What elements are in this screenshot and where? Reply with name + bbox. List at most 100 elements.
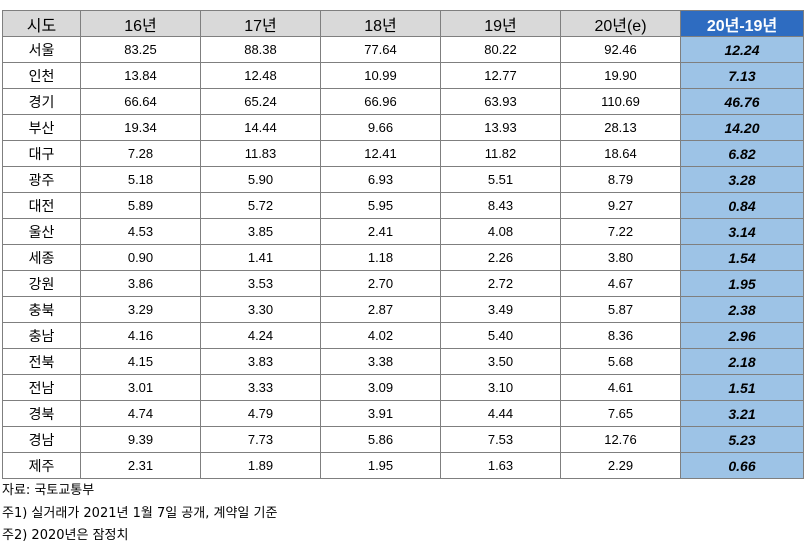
- value-cell: 2.72: [440, 270, 561, 297]
- value-cell: 4.61: [560, 374, 681, 401]
- value-cell: 8.79: [560, 166, 681, 193]
- value-cell: 14.44: [200, 114, 321, 141]
- value-cell: 7.73: [200, 426, 321, 453]
- value-cell: 1.51: [680, 374, 804, 401]
- header-cell: 20년(e): [560, 10, 681, 37]
- value-cell: 2.18: [680, 348, 804, 375]
- value-cell: 28.13: [560, 114, 681, 141]
- value-cell: 3.10: [440, 374, 561, 401]
- region-cell: 충북: [2, 296, 81, 323]
- value-cell: 92.46: [560, 36, 681, 63]
- value-cell: 2.29: [560, 452, 681, 479]
- value-cell: 3.21: [680, 400, 804, 427]
- value-cell: 5.86: [320, 426, 441, 453]
- header-cell: 17년: [200, 10, 321, 37]
- value-cell: 1.95: [320, 452, 441, 479]
- value-cell: 0.90: [80, 244, 201, 271]
- value-cell: 4.53: [80, 218, 201, 245]
- value-cell: 5.68: [560, 348, 681, 375]
- value-cell: 4.79: [200, 400, 321, 427]
- header-cell: 18년: [320, 10, 441, 37]
- header-cell: 19년: [440, 10, 561, 37]
- region-cell: 충남: [2, 322, 81, 349]
- value-cell: 7.13: [680, 62, 804, 89]
- region-cell: 광주: [2, 166, 81, 193]
- value-cell: 2.31: [80, 452, 201, 479]
- value-cell: 3.09: [320, 374, 441, 401]
- region-cell: 경남: [2, 426, 81, 453]
- value-cell: 1.18: [320, 244, 441, 271]
- value-cell: 4.15: [80, 348, 201, 375]
- value-cell: 88.38: [200, 36, 321, 63]
- value-cell: 5.72: [200, 192, 321, 219]
- header-cell: 20년-19년: [680, 10, 804, 37]
- value-cell: 4.08: [440, 218, 561, 245]
- value-cell: 4.67: [560, 270, 681, 297]
- value-cell: 4.44: [440, 400, 561, 427]
- table-row: 대구 7.28 11.83 12.41 11.82 18.64 6.82: [2, 140, 804, 167]
- value-cell: 1.41: [200, 244, 321, 271]
- region-cell: 서울: [2, 36, 81, 63]
- value-cell: 18.64: [560, 140, 681, 167]
- value-cell: 3.80: [560, 244, 681, 271]
- value-cell: 10.99: [320, 62, 441, 89]
- value-cell: 9.39: [80, 426, 201, 453]
- region-cell: 부산: [2, 114, 81, 141]
- table-row: 전북 4.15 3.83 3.38 3.50 5.68 2.18: [2, 348, 804, 375]
- table-row: 세종 0.90 1.41 1.18 2.26 3.80 1.54: [2, 244, 804, 271]
- value-cell: 2.38: [680, 296, 804, 323]
- value-cell: 3.49: [440, 296, 561, 323]
- value-cell: 7.28: [80, 140, 201, 167]
- value-cell: 3.28: [680, 166, 804, 193]
- value-cell: 3.30: [200, 296, 321, 323]
- value-cell: 7.22: [560, 218, 681, 245]
- value-cell: 5.95: [320, 192, 441, 219]
- value-cell: 2.96: [680, 322, 804, 349]
- table-row: 울산 4.53 3.85 2.41 4.08 7.22 3.14: [2, 218, 804, 245]
- value-cell: 66.96: [320, 88, 441, 115]
- table-row: 제주 2.31 1.89 1.95 1.63 2.29 0.66: [2, 452, 804, 479]
- value-cell: 19.34: [80, 114, 201, 141]
- table-row: 강원 3.86 3.53 2.70 2.72 4.67 1.95: [2, 270, 804, 297]
- value-cell: 3.91: [320, 400, 441, 427]
- table: 시도 16년 17년 18년 19년 20년(e) 20년-19년 서울 83.25 88.38…: [2, 10, 804, 479]
- region-cell: 세종: [2, 244, 81, 271]
- value-cell: 65.24: [200, 88, 321, 115]
- value-cell: 3.83: [200, 348, 321, 375]
- table-wrap: 시도 16년 17년 18년 19년 20년(e) 20년-19년 서울 83.25 88.38…: [2, 10, 804, 479]
- value-cell: 8.36: [560, 322, 681, 349]
- value-cell: 2.26: [440, 244, 561, 271]
- table-row: 서울 83.25 88.38 77.64 80.22 92.46 12.24: [2, 36, 804, 63]
- region-cell: 인천: [2, 62, 81, 89]
- value-cell: 2.87: [320, 296, 441, 323]
- table-row: 대전 5.89 5.72 5.95 8.43 9.27 0.84: [2, 192, 804, 219]
- note: 주1) 실거래가 2021년 1월 7일 공개, 계약일 기준: [2, 505, 278, 521]
- value-cell: 1.63: [440, 452, 561, 479]
- value-cell: 5.40: [440, 322, 561, 349]
- value-cell: 1.54: [680, 244, 804, 271]
- value-cell: 46.76: [680, 88, 804, 115]
- value-cell: 3.86: [80, 270, 201, 297]
- value-cell: 4.74: [80, 400, 201, 427]
- table-row: 충남 4.16 4.24 4.02 5.40 8.36 2.96: [2, 322, 804, 349]
- table-row: 인천 13.84 12.48 10.99 12.77 19.90 7.13: [2, 62, 804, 89]
- region-cell: 대전: [2, 192, 81, 219]
- value-cell: 11.83: [200, 140, 321, 167]
- value-cell: 83.25: [80, 36, 201, 63]
- value-cell: 12.76: [560, 426, 681, 453]
- value-cell: 9.27: [560, 192, 681, 219]
- region-cell: 제주: [2, 452, 81, 479]
- value-cell: 3.85: [200, 218, 321, 245]
- region-cell: 경기: [2, 88, 81, 115]
- value-cell: 6.82: [680, 140, 804, 167]
- value-cell: 4.24: [200, 322, 321, 349]
- value-cell: 3.33: [200, 374, 321, 401]
- region-cell: 전북: [2, 348, 81, 375]
- table-row: 경기 66.64 65.24 66.96 63.93 110.69 46.76: [2, 88, 804, 115]
- value-cell: 5.90: [200, 166, 321, 193]
- value-cell: 1.89: [200, 452, 321, 479]
- table-row: 충북 3.29 3.30 2.87 3.49 5.87 2.38: [2, 296, 804, 323]
- value-cell: 11.82: [440, 140, 561, 167]
- value-cell: 12.41: [320, 140, 441, 167]
